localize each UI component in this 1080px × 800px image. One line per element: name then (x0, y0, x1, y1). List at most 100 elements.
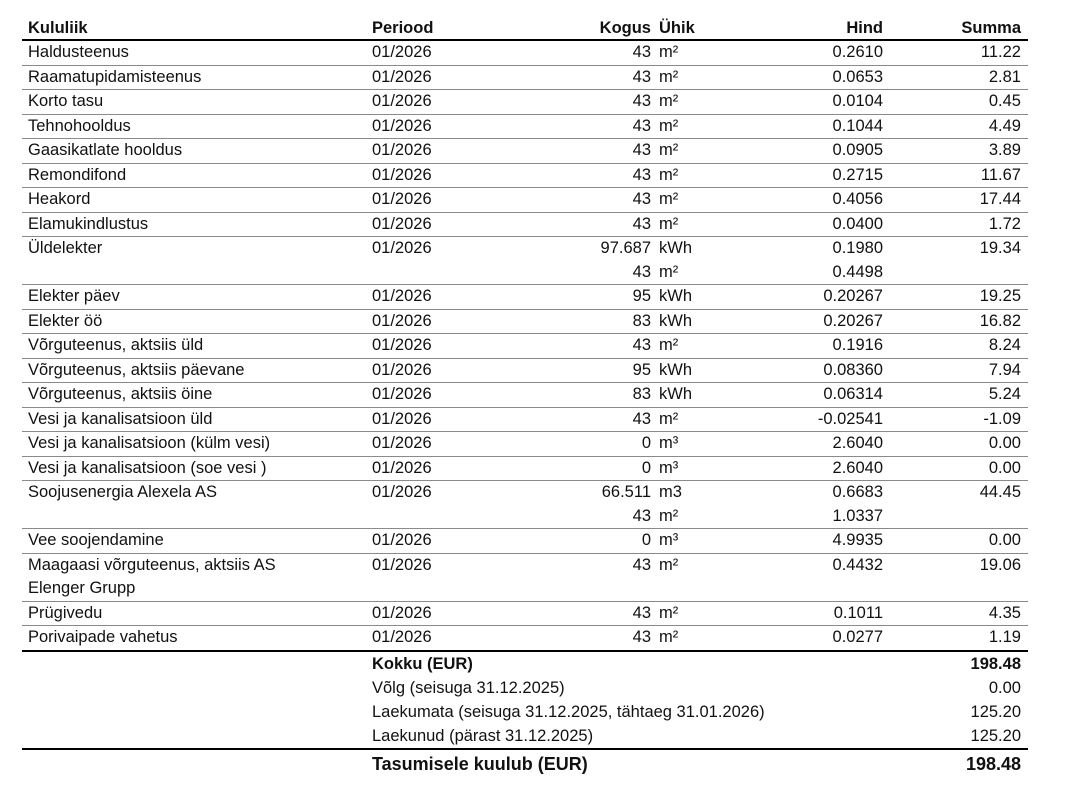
item-unit: m² (659, 67, 679, 86)
item-period: 01/2026 (372, 409, 432, 428)
table-row: Võrguteenus, aktsiis üld 01/2026 43 m² 0.191… (22, 334, 1028, 359)
item-sum: 4.35 (988, 603, 1021, 622)
table-row: Porivaipade vahetus 01/2026 43 m² 0.0277 1.19 (22, 626, 1028, 652)
item-name: Soojusenergia Alexela AS (28, 483, 217, 501)
item-unit: kWh (659, 311, 692, 330)
item-name: Üldelekter (28, 239, 103, 257)
table-row: Raamatupidamisteenus 01/2026 43 m² 0.0653 2.8… (22, 66, 1028, 90)
item-extra-price: 0.4498 (832, 262, 883, 281)
item-unit: m² (659, 92, 679, 110)
item-period: 01/2026 (372, 67, 432, 86)
item-qty: 43 (632, 555, 651, 574)
item-period: 01/2026 (372, 214, 432, 233)
item-name: Prügivedu (28, 603, 103, 622)
item-sum: 0.00 (988, 531, 1021, 549)
item-price: 0.20267 (823, 287, 883, 305)
item-unit: m² (659, 628, 679, 646)
header-period: Periood (372, 19, 434, 37)
item-period: 01/2026 (372, 458, 432, 477)
item-name: Remondifond (28, 165, 127, 184)
item-sum: 2.81 (988, 67, 1021, 86)
 (887, 261, 1028, 285)
item-extra-price: 1.0337 (832, 506, 883, 525)
table-row: Heakord 01/2026 43 m² 0.4056 17.44 (22, 188, 1028, 213)
item-price: 4.9935 (832, 531, 883, 549)
 (655, 577, 725, 601)
item-price: 0.0905 (832, 141, 883, 159)
item-name: Porivaipade vahetus (28, 628, 178, 646)
item-name: Gaasikatlate hooldus (28, 141, 183, 159)
item-name: Elamukindlustus (28, 214, 149, 233)
item-unit: m² (659, 165, 679, 184)
table-row: Vee soojendamine 01/2026 0 m³ 4.9935 0.00 (22, 529, 1028, 554)
received-value: 125.20 (970, 726, 1021, 745)
item-sum: 0.00 (988, 434, 1021, 452)
item-sum: 7.94 (988, 360, 1021, 379)
item-price: 2.6040 (832, 458, 883, 477)
table-row: Elekter päev 01/2026 95 kWh 0.20267 19.25 (22, 285, 1028, 310)
item-period: 01/2026 (372, 311, 432, 330)
item-price: 0.0653 (832, 67, 883, 86)
item-name: Võrguteenus, aktsiis päevane (28, 360, 245, 379)
item-sum: 5.24 (988, 385, 1021, 403)
item-unit: m² (659, 141, 679, 159)
item-name: Vesi ja kanalisatsioon üld (28, 409, 213, 428)
table-row: Elamukindlustus 01/2026 43 m² 0.0400 1.72 (22, 213, 1028, 237)
item-qty: 43 (632, 165, 651, 184)
item-qty: 97.687 (600, 239, 651, 257)
item-sum: 1.19 (988, 628, 1021, 646)
item-qty: 43 (632, 628, 651, 646)
item-period: 01/2026 (372, 483, 432, 501)
item-qty: 43 (632, 116, 651, 135)
item-name: Vee soojendamine (28, 531, 164, 549)
item-period: 01/2026 (372, 385, 432, 403)
item-extra-unit: m² (659, 506, 679, 525)
item-sum: 19.34 (979, 239, 1021, 257)
item-sum: 11.67 (980, 165, 1021, 184)
table-row: Võrguteenus, aktsiis öine 01/2026 83 kWh 0.0… (22, 383, 1028, 408)
item-qty: 43 (632, 409, 651, 428)
table-row: Haldusteenus 01/2026 43 m² 0.2610 11.22 (22, 41, 1028, 66)
item-name: Võrguteenus, aktsiis üld (28, 336, 204, 354)
item-unit: kWh (659, 287, 692, 305)
item-name: Vesi ja kanalisatsioon (külm vesi) (28, 434, 271, 452)
item-qty: 43 (632, 603, 651, 622)
item-unit: m³ (659, 434, 679, 452)
item-qty: 66.511 (601, 483, 651, 501)
item-name: Heakord (28, 190, 91, 208)
total-value: 198.48 (970, 654, 1021, 673)
header-name: Kululiik (28, 19, 88, 37)
unpaid-label: Laekumata (seisuga 31.12.2025, tähtaeg 3… (372, 702, 765, 721)
unpaid-value: 125.20 (970, 702, 1021, 721)
item-unit: m² (659, 43, 679, 61)
item-unit: kWh (659, 360, 692, 379)
item-extra-qty: 43 (632, 506, 651, 525)
item-price: 0.0277 (832, 628, 883, 646)
item-period: 01/2026 (372, 628, 432, 646)
item-qty: 43 (632, 43, 651, 61)
item-price: 0.6683 (832, 483, 883, 501)
item-unit: m² (659, 555, 679, 574)
item-extra-qty: 43 (632, 262, 651, 281)
received-row: Laekunud (pärast 31.12.2025) 125.20 (22, 724, 1028, 750)
item-sum: 4.49 (988, 116, 1021, 135)
item-price: 0.08360 (823, 360, 883, 379)
item-period: 01/2026 (372, 336, 432, 354)
received-label: Laekunud (pärast 31.12.2025) (372, 726, 594, 745)
item-qty: 95 (632, 287, 651, 305)
table-row: Prügivedu 01/2026 43 m² 0.1011 4.35 (22, 602, 1028, 626)
 (22, 261, 368, 285)
debt-row: Võlg (seisuga 31.12.2025) 0.00 (22, 676, 1028, 700)
item-period: 01/2026 (372, 239, 432, 257)
item-unit: kWh (659, 239, 692, 257)
item-price: 0.1044 (832, 116, 883, 135)
header-price: Hind (846, 19, 883, 37)
table-row: Tehnohooldus 01/2026 43 m² 0.1044 4.49 (22, 115, 1028, 139)
item-period: 01/2026 (372, 555, 432, 574)
item-price: 0.0400 (832, 214, 883, 233)
header-sum: Summa (961, 19, 1021, 37)
item-extra-unit: m² (659, 262, 679, 281)
item-period: 01/2026 (372, 360, 432, 379)
 (887, 505, 1028, 529)
item-period: 01/2026 (372, 434, 432, 452)
